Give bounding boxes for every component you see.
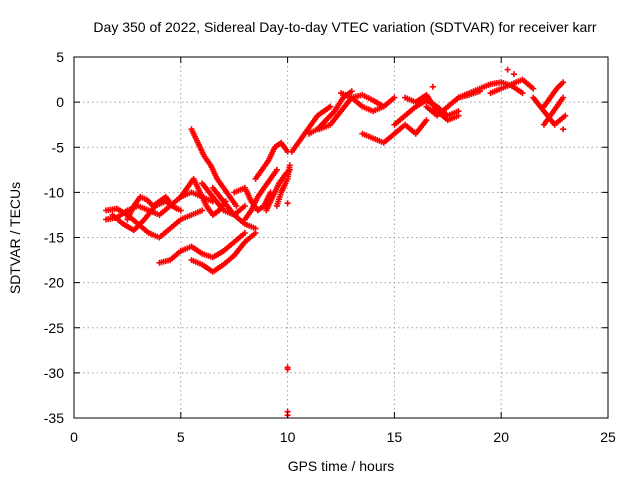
y-axis-label: SDTVAR / TECUs: [7, 182, 23, 294]
y-tick-label: 5: [56, 49, 64, 65]
data-point: [348, 88, 355, 95]
y-tick-label: -30: [44, 365, 64, 381]
y-tick-label: -15: [44, 230, 64, 246]
data-point: [327, 103, 334, 110]
data-point: [562, 112, 569, 119]
y-tick-label: -20: [44, 275, 64, 291]
data-point: [273, 166, 280, 173]
x-tick-label: 20: [493, 429, 509, 445]
data-point: [284, 366, 291, 373]
data-point: [560, 126, 567, 133]
y-tick-labels: 5 0 -5 -10 -15 -20 -25 -30 -35: [44, 49, 64, 426]
data-points: [103, 66, 569, 419]
x-tick-label: 10: [280, 429, 296, 445]
data-point: [233, 202, 240, 209]
data-point: [284, 200, 291, 207]
data-point: [560, 94, 567, 101]
data-point: [286, 162, 293, 169]
x-tick-label: 5: [177, 429, 185, 445]
x-tick-labels: 0 5 10 15 20 25: [70, 429, 616, 445]
data-point: [252, 225, 259, 232]
y-tick-label: -25: [44, 320, 64, 336]
data-point: [560, 79, 567, 86]
data-point: [241, 229, 248, 236]
data-point: [511, 71, 518, 78]
y-tick-label: 0: [56, 94, 64, 110]
data-point: [241, 202, 248, 209]
chart-title: Day 350 of 2022, Sidereal Day-to-day VTE…: [93, 19, 596, 35]
x-axis-label: GPS time / hours: [288, 458, 395, 474]
y-tick-label: -10: [44, 184, 64, 200]
y-tick-label: -35: [44, 410, 64, 426]
data-point: [177, 207, 184, 214]
data-point: [423, 117, 430, 124]
data-point: [199, 207, 206, 214]
data-point: [391, 94, 398, 101]
x-tick-label: 25: [600, 429, 616, 445]
data-point: [504, 66, 511, 73]
data-point: [455, 112, 462, 119]
axis-ticks: [73, 56, 609, 419]
data-point: [429, 83, 436, 90]
data-point: [519, 90, 526, 97]
y-tick-label: -5: [52, 139, 65, 155]
data-point: [530, 85, 537, 92]
x-tick-label: 15: [387, 429, 403, 445]
x-tick-label: 0: [70, 429, 78, 445]
grid-lines: [74, 57, 608, 418]
